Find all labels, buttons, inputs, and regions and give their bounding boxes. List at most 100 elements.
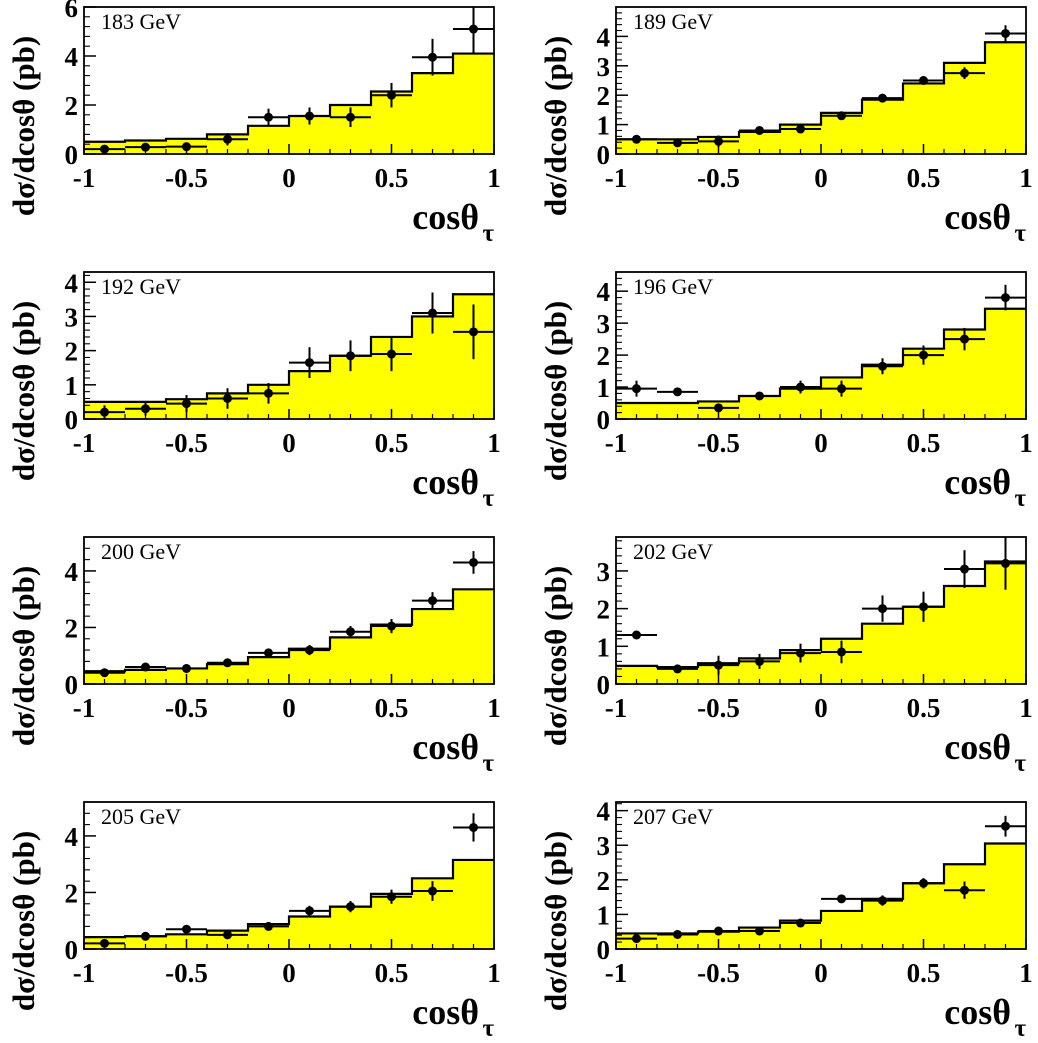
x-axis-label: cosθ: [944, 462, 1011, 502]
prediction-histogram: [616, 843, 1026, 949]
x-tick-label: -1: [605, 693, 628, 723]
x-tick-label: 1: [1019, 428, 1033, 458]
prediction-histogram: [84, 294, 494, 419]
data-point: [960, 885, 969, 895]
data-point: [837, 647, 846, 657]
data-point: [264, 112, 273, 122]
x-tick-label: 1: [487, 958, 501, 988]
data-point: [1001, 821, 1010, 831]
data-point: [837, 894, 846, 904]
data-point: [305, 358, 314, 368]
panel-7: -1 -0.5 0 0.5 1 0 1 2 3 4 207 GeV dσ/dcosθ (pb) cosθ…: [538, 797, 1033, 1042]
data-point: [387, 349, 396, 359]
y-tick-label: 4: [597, 22, 611, 52]
data-point: [796, 918, 805, 928]
y-tick-label: 0: [65, 140, 79, 170]
x-tick-label: 0: [814, 428, 828, 458]
data-point: [305, 906, 314, 916]
x-tick-label: 1: [1019, 958, 1033, 988]
data-point: [182, 142, 191, 152]
data-point: [796, 382, 805, 392]
x-tick-label: -1: [605, 958, 628, 988]
data-point: [960, 68, 969, 78]
y-tick-label: 4: [65, 822, 79, 852]
data-point: [264, 648, 273, 658]
y-tick-label: 2: [597, 81, 611, 111]
x-tick-label: 0: [814, 693, 828, 723]
data-point: [264, 388, 273, 398]
data-point: [305, 111, 314, 121]
data-point: [878, 361, 887, 371]
data-point: [878, 896, 887, 906]
data-point: [755, 926, 764, 936]
x-axis-label-subscript: τ: [1014, 485, 1026, 512]
data-point: [878, 93, 887, 103]
data-point: [1001, 558, 1010, 568]
data-point: [837, 384, 846, 394]
prediction-histogram: [84, 589, 494, 684]
data-point: [387, 892, 396, 902]
y-tick-label: 1: [597, 632, 611, 662]
y-tick-label: 0: [65, 670, 79, 700]
data-point: [673, 138, 682, 148]
x-tick-label: 0: [282, 958, 296, 988]
x-axis-label: cosθ: [412, 992, 479, 1032]
y-tick-label: 2: [65, 878, 79, 908]
data-point: [100, 938, 109, 948]
data-point: [919, 76, 928, 85]
data-point: [141, 662, 150, 672]
energy-label: 207 GeV: [633, 804, 713, 829]
y-axis-label: dσ/dcosθ (pb): [538, 566, 573, 746]
x-tick-label: 0.5: [907, 163, 941, 193]
data-point: [960, 334, 969, 344]
y-tick-label: 4: [65, 268, 79, 298]
data-point: [673, 387, 682, 397]
x-axis-label: cosθ: [944, 727, 1011, 767]
x-axis-label: cosθ: [412, 462, 479, 502]
x-tick-label: -1: [73, 163, 96, 193]
x-axis-label: cosθ: [412, 727, 479, 767]
x-tick-label: -1: [605, 163, 628, 193]
data-point: [714, 926, 723, 936]
x-tick-label: -1: [73, 428, 96, 458]
energy-label: 183 GeV: [101, 9, 181, 34]
x-tick-label: -0.5: [697, 958, 740, 988]
prediction-histogram: [84, 859, 494, 949]
x-axis-label: cosθ: [944, 992, 1011, 1032]
data-point: [182, 924, 191, 934]
prediction-histogram: [616, 561, 1026, 684]
data-point: [223, 658, 232, 668]
x-axis-label: cosθ: [412, 197, 479, 237]
y-tick-label: 1: [597, 373, 611, 403]
x-axis-label: cosθ: [944, 197, 1011, 237]
x-tick-label: -1: [73, 958, 96, 988]
x-tick-label: -0.5: [697, 163, 740, 193]
x-tick-label: 0.5: [907, 958, 941, 988]
y-tick-label: 0: [597, 140, 611, 170]
x-tick-label: 1: [1019, 693, 1033, 723]
data-point: [632, 134, 641, 144]
data-point: [1001, 293, 1010, 303]
y-tick-label: 1: [597, 111, 611, 141]
panel-6: -1 -0.5 0 0.5 1 0 2 4 205 GeV dσ/dcosθ (pb) cosθ τ: [6, 801, 501, 1042]
y-tick-label: 2: [65, 613, 79, 643]
data-point: [919, 602, 928, 612]
x-tick-label: 0: [814, 958, 828, 988]
data-point: [182, 663, 191, 673]
panel-4: -1 -0.5 0 0.5 1 0 2 4 200 GeV dσ/dcosθ (pb) cosθ τ: [6, 536, 501, 777]
data-point: [714, 403, 723, 413]
data-point: [919, 350, 928, 360]
data-point: [796, 648, 805, 658]
x-tick-label: 1: [487, 693, 501, 723]
data-point: [755, 125, 764, 135]
data-point: [346, 112, 355, 122]
x-axis-label-subscript: τ: [1014, 220, 1026, 247]
energy-label: 196 GeV: [633, 274, 713, 299]
data-point: [223, 134, 232, 144]
energy-label: 202 GeV: [633, 539, 713, 564]
x-tick-label: -1: [73, 693, 96, 723]
y-tick-label: 1: [597, 900, 611, 930]
prediction-outline: [616, 307, 1026, 405]
y-tick-label: 2: [65, 91, 79, 121]
data-point: [428, 52, 437, 62]
